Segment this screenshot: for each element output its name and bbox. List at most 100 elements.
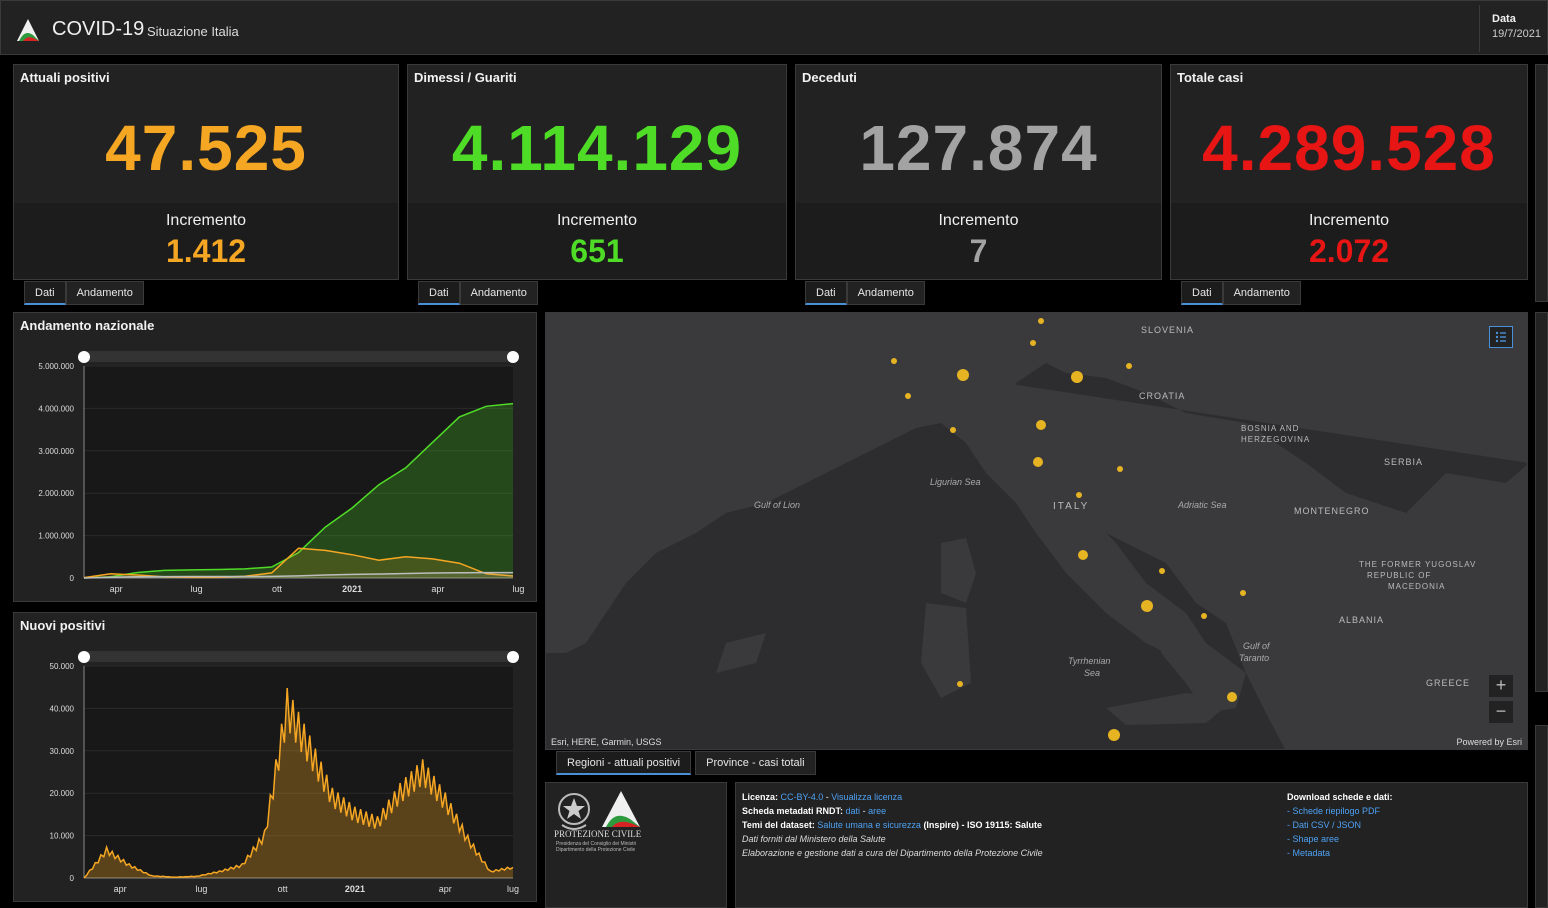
- y-tick-label: 5.000.000: [38, 362, 74, 371]
- app-subtitle: Situazione Italia: [147, 24, 239, 39]
- download-pdf-link[interactable]: - Schede riepilogo PDF: [1287, 806, 1381, 816]
- kpi-increment-value: 1.412: [165, 233, 247, 269]
- map-label-slovenia: SLOVENIA: [1141, 325, 1194, 335]
- info-panel: Licenza: CC-BY-4.0 - Visualizza licenza …: [735, 782, 1528, 908]
- region-marker[interactable]: [1201, 613, 1207, 619]
- map-canvas: SLOVENIA CROATIA BOSNIA AND HERZEGOVINA …: [546, 313, 1527, 749]
- x-tick-label: lug: [507, 884, 519, 894]
- download-shape-link[interactable]: - Shape aree: [1287, 834, 1340, 844]
- y-tick-label: 3.000.000: [38, 447, 74, 456]
- region-marker[interactable]: [1076, 492, 1082, 498]
- kpi-tabs: Dati Andamento: [805, 281, 925, 305]
- download-metadata-link[interactable]: - Metadata: [1287, 848, 1331, 858]
- rndt-dati-link[interactable]: dati: [845, 806, 861, 816]
- range-slider-handle[interactable]: [78, 651, 90, 663]
- series-area: [84, 688, 513, 878]
- y-tick-label: 20.000: [50, 789, 75, 798]
- date-box: Data 19/7/2021: [1479, 5, 1548, 52]
- region-marker[interactable]: [1159, 568, 1165, 574]
- download-section: Download schede e dati: - Schede riepilo…: [1287, 792, 1393, 858]
- region-marker[interactable]: [1033, 457, 1043, 467]
- layer-list-button[interactable]: [1489, 326, 1513, 348]
- region-marker[interactable]: [1071, 371, 1083, 383]
- org-sub1: Presidenza del Consiglio dei Ministri: [556, 841, 637, 847]
- region-marker[interactable]: [1108, 729, 1120, 741]
- series-line: [83, 687, 514, 879]
- x-tick-label: apr: [431, 584, 444, 594]
- region-marker[interactable]: [1141, 600, 1153, 612]
- series-line: [83, 402, 514, 579]
- download-csv-link[interactable]: - Dati CSV / JSON: [1287, 820, 1362, 830]
- chart-title: Andamento nazionale: [20, 318, 155, 333]
- region-marker[interactable]: [1126, 363, 1132, 369]
- view-license-link[interactable]: Visualizza licenza: [831, 792, 903, 802]
- kpi-increment-value: 7: [969, 233, 988, 269]
- x-tick-label: 2021: [342, 584, 362, 594]
- map-label-greece: GREECE: [1426, 678, 1470, 688]
- kpi-increment-value: 651: [570, 233, 624, 269]
- info-left: Licenza: CC-BY-4.0 - Visualizza licenza …: [742, 792, 1043, 858]
- license-link[interactable]: CC-BY-4.0: [780, 792, 824, 802]
- tab-andamento[interactable]: Andamento: [1222, 281, 1301, 305]
- tab-dati[interactable]: Dati: [805, 281, 847, 305]
- kpi-increment-label: Incremento: [165, 212, 247, 229]
- kpi-increment-value: 2.072: [1308, 233, 1390, 269]
- x-tick-label: lug: [512, 584, 524, 594]
- range-slider-handle[interactable]: [507, 351, 519, 363]
- range-slider-track: [84, 651, 513, 662]
- region-marker[interactable]: [891, 358, 897, 364]
- kpi-increment-label: Incremento: [1308, 212, 1390, 229]
- tab-andamento[interactable]: Andamento: [65, 281, 144, 305]
- tab-dati[interactable]: Dati: [24, 281, 66, 305]
- kpi-increment-label: Incremento: [938, 212, 1019, 229]
- range-slider-handle[interactable]: [507, 651, 519, 663]
- region-marker[interactable]: [1030, 340, 1036, 346]
- tab-andamento[interactable]: Andamento: [846, 281, 925, 305]
- kpi-title: Totale casi: [1177, 70, 1244, 85]
- region-marker[interactable]: [1240, 590, 1246, 596]
- svg-text:MACEDONIA: MACEDONIA: [1388, 582, 1445, 591]
- tab-andamento[interactable]: Andamento: [459, 281, 538, 305]
- republic-emblem-icon: [558, 793, 590, 830]
- right-side-panel: [1535, 64, 1548, 302]
- kpi-increment-label: Incremento: [556, 212, 638, 229]
- map-label-adriatic-sea: Adriatic Sea: [1177, 500, 1227, 510]
- map-powered-by[interactable]: Powered by Esri: [1456, 737, 1522, 747]
- y-tick-label: 4.000.000: [38, 404, 74, 413]
- svg-text:HERZEGOVINA: HERZEGOVINA: [1241, 435, 1310, 444]
- region-marker[interactable]: [957, 681, 963, 687]
- right-side-panel: [1535, 725, 1548, 908]
- zoom-in-button[interactable]: +: [1489, 675, 1513, 697]
- kpi-tabs: Dati Andamento: [418, 281, 538, 305]
- kpi-attuali-positivi: Attuali positivi 47.525 Incremento 1.412: [13, 64, 399, 280]
- region-marker[interactable]: [957, 369, 969, 381]
- range-slider-handle[interactable]: [78, 351, 90, 363]
- y-tick-label: 40.000: [50, 704, 75, 713]
- protezione-civile-icon: [602, 791, 640, 827]
- svg-text:THE FORMER YUGOSLAV: THE FORMER YUGOSLAV: [1359, 560, 1476, 569]
- map-view[interactable]: SLOVENIA CROATIA BOSNIA AND HERZEGOVINA …: [545, 312, 1528, 750]
- tab-regioni[interactable]: Regioni - attuali positivi: [556, 751, 692, 775]
- tab-province[interactable]: Province - casi totali: [695, 751, 816, 775]
- x-tick-label: 2021: [345, 884, 365, 894]
- org-logo-panel: PROTEZIONE CIVILE Presidenza del Consigl…: [545, 782, 727, 908]
- region-marker[interactable]: [1117, 466, 1123, 472]
- tab-dati[interactable]: Dati: [1181, 281, 1223, 305]
- rndt-aree-link[interactable]: aree: [868, 806, 887, 816]
- region-marker[interactable]: [950, 427, 956, 433]
- region-marker[interactable]: [905, 393, 911, 399]
- region-marker[interactable]: [1036, 420, 1046, 430]
- y-tick-label: 0: [70, 574, 75, 583]
- map-label-gulf-of-lion: Gulf of Lion: [754, 500, 800, 510]
- y-tick-label: 50.000: [50, 662, 75, 671]
- region-marker[interactable]: [1078, 550, 1088, 560]
- svg-text:Tyrrhenian: Tyrrhenian: [1068, 656, 1110, 666]
- temi-link[interactable]: Salute umana e sicurezza: [817, 820, 921, 830]
- kpi-value: 127.874: [859, 112, 1098, 184]
- zoom-out-button[interactable]: −: [1489, 701, 1513, 723]
- map-label-ligurian-sea: Ligurian Sea: [930, 477, 981, 487]
- x-tick-label: lug: [191, 584, 203, 594]
- region-marker[interactable]: [1227, 692, 1237, 702]
- tab-dati[interactable]: Dati: [418, 281, 460, 305]
- region-marker[interactable]: [1038, 318, 1044, 324]
